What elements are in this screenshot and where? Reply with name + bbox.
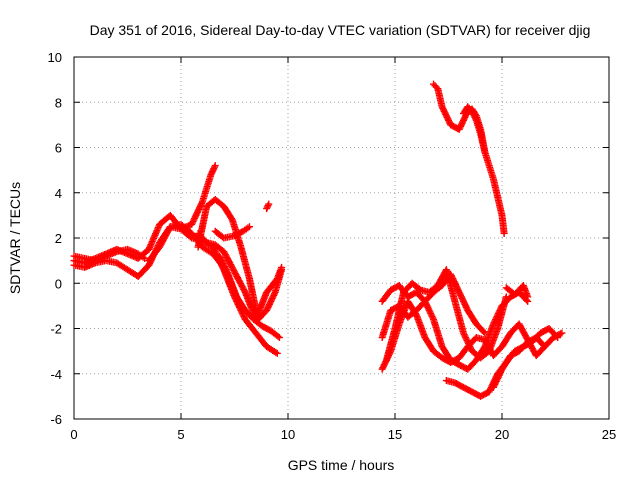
x-tick-label: 15 [388, 427, 402, 442]
data-point [139, 253, 147, 261]
data-point [552, 332, 560, 340]
data-point [558, 329, 566, 337]
data-point [270, 290, 278, 298]
y-axis-label: SDTVAR / TECUs [7, 182, 23, 294]
data-point [500, 229, 508, 237]
data-point [524, 293, 532, 301]
data-point [275, 334, 283, 342]
x-axis-label: GPS time / hours [288, 457, 395, 473]
data-point [429, 314, 437, 322]
y-tick-label: 10 [48, 50, 62, 65]
y-tick-label: -6 [50, 412, 62, 427]
data-point [480, 328, 488, 336]
data-point [244, 224, 252, 232]
x-tick-label: 5 [177, 427, 184, 442]
data-points [70, 80, 566, 400]
series-sat-o [489, 334, 549, 391]
series-sat-q [430, 80, 508, 237]
data-point [556, 330, 564, 338]
y-tick-label: -2 [50, 322, 62, 337]
axis-ticks: 0 5 10 15 20 25 -6 -4 -2 0 2 4 6 8 10 [48, 50, 617, 442]
y-tick-label: 6 [55, 141, 62, 156]
data-point [415, 285, 423, 293]
chart-title: Day 351 of 2016, Sidereal Day-to-day VTE… [90, 22, 591, 38]
data-point [472, 115, 480, 123]
series-sat-p [502, 282, 532, 301]
data-point [198, 199, 206, 207]
data-point [554, 334, 562, 342]
data-point [481, 148, 489, 156]
y-tick-label: 0 [55, 276, 62, 291]
series-sat-m [382, 266, 510, 364]
data-point [141, 254, 149, 262]
data-point [541, 343, 549, 351]
y-tick-label: 2 [55, 231, 62, 246]
y-tick-label: 4 [55, 186, 62, 201]
data-point [540, 341, 548, 349]
series-sat-d [145, 162, 219, 265]
data-point [502, 293, 510, 301]
data-point [265, 200, 273, 208]
x-tick-label: 25 [602, 427, 616, 442]
data-point [211, 162, 219, 170]
y-tick-label: 8 [55, 95, 62, 110]
series-sat-i [263, 200, 273, 213]
data-point [481, 329, 489, 337]
data-point [245, 223, 253, 231]
series-sat-r [459, 103, 489, 156]
series-sat-h [216, 252, 283, 342]
data-point [273, 349, 281, 357]
x-tick-label: 20 [495, 427, 509, 442]
grid [74, 57, 609, 419]
data-point [274, 332, 282, 340]
data-point [264, 202, 272, 210]
series-sat-f [194, 229, 286, 323]
data-point [272, 348, 280, 356]
data-point [211, 163, 219, 171]
y-tick-label: -4 [50, 367, 62, 382]
data-point [278, 263, 286, 271]
x-tick-label: 10 [281, 427, 295, 442]
series-sat-g [211, 223, 253, 242]
series-sat-c [70, 245, 149, 265]
x-tick-label: 0 [70, 427, 77, 442]
